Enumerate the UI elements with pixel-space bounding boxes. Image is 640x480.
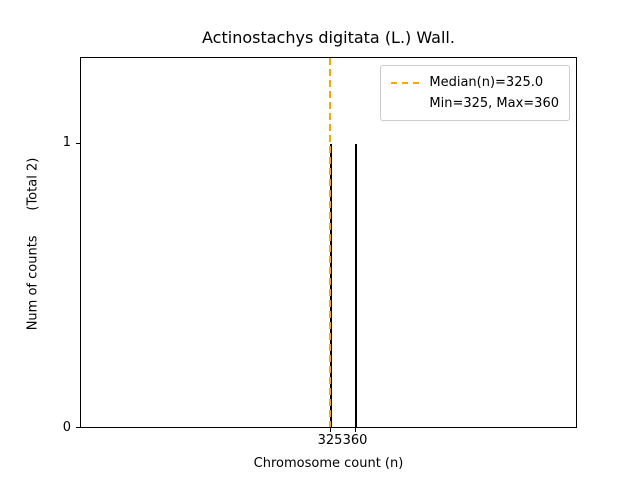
- y-tick-mark-0: [76, 427, 80, 428]
- chart-title: Actinostachys digitata (L.) Wall.: [202, 28, 455, 47]
- legend: Median(n)=325.0 Min=325, Max=360: [380, 65, 570, 121]
- y-axis-label: Num of counts (Total 2): [25, 157, 41, 331]
- count-line-360: [355, 144, 357, 427]
- x-tick-label-325: 325: [317, 433, 343, 448]
- y-tick-label-0: 0: [62, 420, 71, 435]
- legend-row-minmax: Min=325, Max=360: [391, 93, 559, 114]
- x-tick-mark-360: [355, 428, 356, 432]
- legend-label-minmax: Min=325, Max=360: [429, 96, 559, 111]
- y-tick-label-1: 1: [62, 135, 71, 150]
- x-tick-label-360: 360: [342, 433, 368, 448]
- median-dash-icon: [391, 81, 420, 84]
- x-tick-mark-325: [330, 428, 331, 432]
- legend-row-median: Median(n)=325.0: [391, 72, 559, 93]
- x-axis-label: Chromosome count (n): [253, 456, 404, 471]
- count-line-325: [330, 144, 332, 427]
- median-line: [329, 58, 331, 427]
- legend-label-median: Median(n)=325.0: [429, 75, 544, 90]
- y-tick-mark-1: [76, 143, 80, 144]
- plot-area: Median(n)=325.0 Min=325, Max=360: [80, 57, 577, 428]
